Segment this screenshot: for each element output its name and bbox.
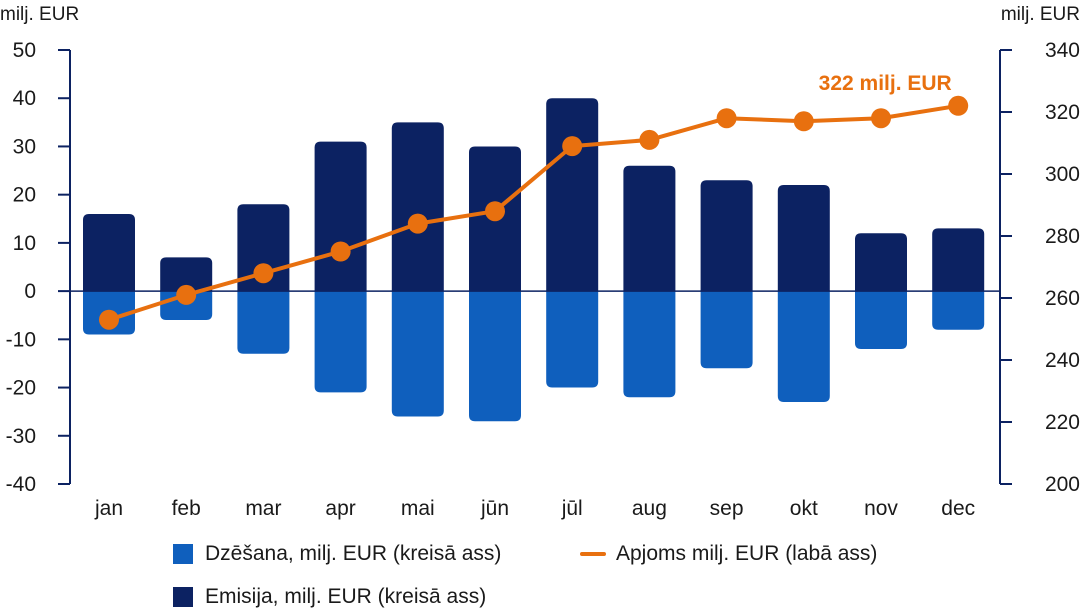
- x-tick-label: mai: [401, 497, 435, 520]
- bars-group: [83, 98, 985, 422]
- x-tick-label: mar: [245, 497, 281, 520]
- bar-dzesana-mai: [391, 291, 444, 417]
- annotation-label: 322 milj. EUR: [819, 72, 952, 95]
- point-apjoms-jūl: [562, 136, 583, 157]
- point-apjoms-aug: [639, 129, 660, 150]
- left-tick-label: 20: [13, 184, 36, 207]
- legend-item-dzesana: Dzēšana, milj. EUR (kreisā ass): [173, 542, 501, 566]
- bar-emisija-jan: [83, 213, 135, 292]
- legend-label-emisija: Emisija, milj. EUR (kreisā ass): [205, 585, 487, 608]
- legend-swatch-dzesana: [173, 544, 193, 564]
- point-apjoms-mai: [407, 213, 428, 234]
- point-apjoms-jan: [99, 309, 119, 330]
- left-tick-label: 10: [13, 232, 36, 255]
- bar-dzesana-sep: [700, 291, 753, 369]
- x-tick-label: nov: [864, 497, 898, 520]
- left-axis: 50 40 30 20 10 0 -10 -20 -30 -40: [6, 39, 71, 496]
- legend-line-apjoms: [580, 552, 606, 556]
- bar-emisija-feb: [160, 257, 213, 292]
- legend-label-apjoms: Apjoms milj. EUR (labā ass): [616, 542, 878, 565]
- x-tick-label: jūl: [561, 497, 583, 520]
- chart-canvas: 50 40 30 20 10 0 -10 -20 -30 -40 340 320 300 280 260 2…: [0, 4, 1080, 520]
- x-tick-label: dec: [941, 497, 975, 520]
- right-tick-label: 260: [1045, 287, 1080, 310]
- legend-item-apjoms: Apjoms milj. EUR (labā ass): [580, 542, 877, 566]
- bar-emisija-dec: [932, 228, 985, 292]
- right-tick-label: 220: [1045, 411, 1080, 434]
- left-tick-label: 0: [24, 280, 36, 303]
- point-apjoms-okt: [793, 111, 814, 132]
- bar-dzesana-okt: [777, 291, 830, 403]
- left-tick-label: 50: [13, 39, 36, 62]
- x-tick-label: aug: [632, 497, 667, 520]
- bar-emisija-apr: [314, 141, 367, 292]
- left-tick-label: -10: [6, 328, 36, 351]
- bar-dzesana-apr: [314, 291, 367, 393]
- bar-emisija-sep: [700, 180, 753, 292]
- x-tick-label: sep: [710, 497, 744, 520]
- bar-emisija-okt: [777, 185, 830, 292]
- bar-emisija-nov: [855, 233, 907, 292]
- left-tick-label: -40: [6, 473, 36, 496]
- bar-emisija-aug: [623, 165, 676, 292]
- bar-dzesana-mar: [237, 291, 290, 354]
- legend-swatch-emisija: [173, 587, 193, 607]
- left-tick-label: 30: [13, 135, 36, 158]
- point-apjoms-nov: [871, 108, 891, 129]
- point-apjoms-mar: [253, 263, 274, 284]
- right-tick-label: 280: [1045, 225, 1080, 248]
- right-tick-label: 240: [1045, 349, 1080, 372]
- x-tick-label: jan: [94, 497, 123, 520]
- bar-dzesana-aug: [623, 291, 676, 398]
- x-axis-labels: jan feb mar apr mai jūn jūl aug sep okt nov dec: [94, 497, 975, 520]
- bar-emisija-jūl: [546, 98, 599, 292]
- legend-item-emisija: Emisija, milj. EUR (kreisā ass): [173, 585, 486, 609]
- x-tick-label: okt: [790, 497, 818, 520]
- x-tick-label: feb: [172, 497, 201, 520]
- right-tick-label: 320: [1045, 101, 1080, 124]
- point-apjoms-feb: [176, 284, 197, 305]
- bar-dzesana-nov: [855, 291, 907, 349]
- right-tick-label: 200: [1045, 473, 1080, 496]
- bar-dzesana-dec: [932, 291, 985, 330]
- point-apjoms-apr: [330, 241, 351, 262]
- point-apjoms-dec: [948, 95, 969, 116]
- left-axis-unit: milj. EUR: [0, 4, 79, 25]
- bar-dzesana-jūn: [469, 291, 521, 422]
- legend-label-dzesana: Dzēšana, milj. EUR (kreisā ass): [205, 542, 502, 565]
- left-tick-label: -30: [6, 425, 36, 448]
- bar-emisija-mai: [391, 122, 444, 292]
- line-series-group: [99, 95, 969, 330]
- right-axis: 340 320 300 280 260 240 220 200: [999, 39, 1080, 496]
- point-apjoms-jūn: [485, 201, 505, 222]
- x-tick-label: apr: [325, 497, 355, 520]
- bar-dzesana-jūl: [546, 291, 599, 388]
- right-axis-unit: milj. EUR: [1001, 4, 1080, 25]
- left-tick-label: -20: [6, 377, 36, 400]
- point-apjoms-sep: [716, 108, 737, 129]
- line-apjoms: [108, 103, 959, 322]
- left-tick-label: 40: [13, 87, 36, 110]
- right-tick-label: 340: [1045, 39, 1080, 62]
- x-tick-label: jūn: [480, 497, 509, 520]
- right-tick-label: 300: [1045, 163, 1080, 186]
